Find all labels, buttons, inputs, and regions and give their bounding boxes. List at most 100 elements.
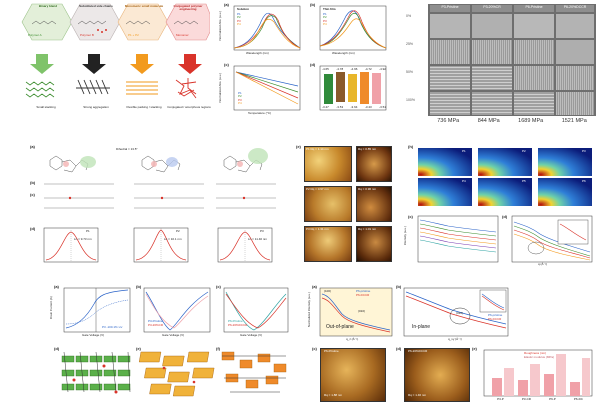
fit-head-1: P1 <box>86 229 90 233</box>
uvvis-a-p1-line <box>233 12 301 49</box>
uvvis-a-legend-p1: P1 <box>237 12 241 16</box>
linecut-plots <box>319 287 509 337</box>
strategy-sub-4: Monomer <box>176 33 189 37</box>
uvvis-a-p3-line <box>233 13 301 49</box>
strain-images: P3-Pristine P3-20%CR P6-Pristine P6-20%D… <box>428 4 596 116</box>
uvvis-d-bar-5 <box>372 73 381 104</box>
strain-moduli: 736 MPa 844 MPa 1689 MPa 1521 MPa <box>428 118 596 124</box>
outcome-1: Small stacking <box>36 105 56 109</box>
linecut-b-xlabel: q_xy (Å⁻¹) <box>448 337 462 341</box>
transfer-b-cr <box>145 293 209 329</box>
linecut-b-peak: (010) <box>456 311 464 315</box>
transfer-c-pristine <box>225 291 287 331</box>
afm-p1-zoom <box>356 146 392 182</box>
giwaxs-p6: P6 <box>582 179 586 183</box>
modulus-p3-pristine: 736 MPa <box>437 118 460 124</box>
transfer-c-legend-2: P6-20%DCCR <box>228 323 248 327</box>
linecut-a-peak-top: (100) <box>324 289 332 293</box>
dft-panel: (a) (b) (c) (d) <box>30 142 286 266</box>
uvvis-a-title: Solution <box>237 7 249 11</box>
bar-roughness-p3cr <box>518 380 528 396</box>
linecut-c-label: (c) <box>312 346 317 351</box>
uvvis-d-bar-2 <box>336 72 345 102</box>
linecut-a-legend-2: P6-DCCR <box>356 293 370 297</box>
giwaxs-map-p6 <box>538 178 592 206</box>
transfer-b-legend-1: P3-Pristine <box>148 319 163 323</box>
giwaxs-maps <box>418 148 592 206</box>
dft-b-label: (b) <box>30 180 36 185</box>
afm-p2-rq: P2 Rq = 0.97 nm <box>306 187 329 191</box>
uvvis-plots <box>233 5 387 111</box>
dihedral-label: Dihedral = 13.5° <box>116 147 138 151</box>
dft-d-label: (d) <box>30 226 36 231</box>
uvvis-d-label: (d) <box>310 62 316 67</box>
giwaxs-p2: P2 <box>522 149 526 153</box>
uvvis-d-bot-3: -3.64 <box>350 105 358 109</box>
strain-grid: 0% 25% 50% 100% P3-Pristine P3-20%CR P6-… <box>404 4 596 134</box>
linecut-b-legend-1: P6-pristine <box>488 313 503 317</box>
uvvis-b-p3-line <box>319 10 387 49</box>
afm-grid: (e) P1 Rq = 1.14 nm P2 Rq = 0.97 nm P3 R… <box>296 144 398 268</box>
strategy-header-1: Binary blend <box>38 4 58 8</box>
linecut-d-label: (d) <box>396 346 402 351</box>
transfer-b-pristine <box>145 291 209 331</box>
modulus-p6-pristine: 1689 MPa <box>518 118 544 124</box>
bar-categories: P3-P P3-CR P6-P P6-DC <box>488 397 592 401</box>
bar-roughness-p6p <box>544 374 554 396</box>
arrow-down-red-icon <box>178 54 202 74</box>
uvvis-c-legend: P1 P2 P3 P4 <box>238 91 242 105</box>
afm-p6-dccr <box>404 348 470 402</box>
uvvis-d-bar-4 <box>360 72 369 104</box>
giwaxs-h-label: (h) <box>408 144 414 149</box>
linecut-a-peak-bot: (010) <box>358 309 366 313</box>
transfer-b-legend-2: P3-20%CR <box>148 323 164 327</box>
linecut-b-pristine <box>405 291 507 325</box>
arrow-down-orange-icon <box>130 54 154 74</box>
transfer-a-ylabel: Drain Current (A) <box>48 296 53 320</box>
afm-p6-dccr-title: P6-20%DCCR <box>408 349 428 353</box>
uvvis-b-legend-p1: P1 <box>323 12 327 16</box>
afm-zoom-2: Rq = 0.96 nm <box>358 187 377 191</box>
giwaxs-map-p1 <box>418 148 472 176</box>
transfer-a-xlabel: Gate Voltage (V) <box>82 333 105 337</box>
strain-col-header-1: P3-Pristine <box>430 5 470 12</box>
uvvis-c-legend-p4: P4 <box>238 100 242 105</box>
giwaxs-linecuts <box>417 215 593 263</box>
uvvis-a-legend: P1 P2 P3 P4 <box>237 12 241 26</box>
strain-col-header-3: P6-Pristine <box>514 5 554 12</box>
transfer-a-legend: P3 -100.1% v/v <box>102 325 123 329</box>
giwaxs-map-p2 <box>478 148 532 176</box>
uvvis-a-legend-p4: P4 <box>237 21 241 26</box>
modulus-p3-cr: 844 MPa <box>477 118 500 124</box>
linecut-b-dccr <box>405 295 507 329</box>
packing-illustrations <box>61 351 287 397</box>
transfer-panels: (a) (b) (c) P3 -100.1% v/v P3-Pristine P… <box>49 284 290 404</box>
bar-modulus-p6dc <box>582 358 590 396</box>
strategy-header-3: Monomeric small molecule <box>124 4 164 8</box>
giwaxs-ylabel: Intensity (a.u.) <box>402 226 407 246</box>
transfer-b-label: (b) <box>136 284 142 289</box>
linecut-e-label: (e) <box>472 346 477 351</box>
afm-e-label: (e) <box>296 144 301 149</box>
roughness-bar-chart <box>483 349 593 397</box>
afm-p1-rq: P1 Rq = 1.14 nm <box>306 147 329 151</box>
linecut-a-pristine <box>321 293 391 331</box>
uvvis-c-lines <box>235 71 299 105</box>
uvvis-a-p2-line <box>233 15 301 49</box>
dft-a-label: (a) <box>30 144 35 149</box>
giwaxs-xlabel: q (Å⁻¹) <box>538 262 548 266</box>
outcome-2: Strong aggregation <box>83 105 109 109</box>
afm-p6-dccr-rq: Rq = 1.46 nm <box>408 393 427 397</box>
giwaxs-map-p5 <box>478 178 532 206</box>
strategy-header-2: Substituted side chains <box>79 4 113 8</box>
uvvis-a-xlabel: Wavelength (nm) <box>246 51 269 55</box>
bar-roughness-p6dc <box>570 382 580 396</box>
uvvis-b-label: (b) <box>310 2 316 7</box>
afm-zoom-1: Rq = 0.85 nm <box>358 147 377 151</box>
giwaxs-c-label: (c) <box>408 214 413 219</box>
bar-cat-2: P3-CR <box>521 397 531 401</box>
uvvis-b-legend: P1 P2 P3 P4 <box>323 12 327 26</box>
uvvis-d-top-values: -4.65 -4.78 -4.96 -4.72 -4.92 <box>322 67 386 71</box>
linecut-a-dccr <box>321 297 391 333</box>
outcome-4: Conjugated / amorphous regions <box>167 105 211 109</box>
